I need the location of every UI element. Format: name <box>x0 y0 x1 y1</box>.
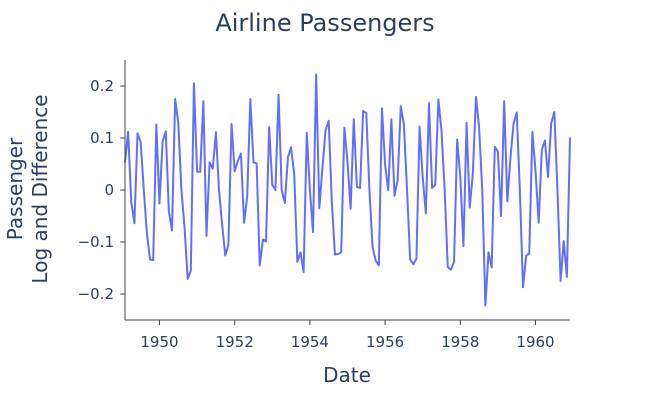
x-axis: 1950 1952 1954 1956 1958 1960 <box>125 319 570 351</box>
y-tick-label: 0 <box>104 181 114 199</box>
x-tick-label: 1960 <box>516 333 554 351</box>
x-tick-label: 1952 <box>216 333 254 351</box>
y-tick-label: −0.2 <box>78 285 114 303</box>
x-tick-label: 1956 <box>366 333 404 351</box>
y-axis-title-line-2: Log and Difference <box>28 94 52 283</box>
x-tick-label: 1954 <box>291 333 329 351</box>
x-axis-title: Date <box>323 363 371 387</box>
y-tick-label: −0.1 <box>78 233 114 251</box>
y-axis-title: Passenger Log and Difference <box>3 94 52 283</box>
series-line-0 <box>124 73 571 307</box>
y-axis-title-line-1: Passenger <box>3 137 27 240</box>
x-tick-label: 1958 <box>441 333 479 351</box>
chart-title: Airline Passengers <box>215 9 434 37</box>
y-tick-label: 0.1 <box>90 129 114 147</box>
y-tick-label: 0.2 <box>90 77 114 95</box>
plot-area <box>124 73 571 307</box>
y-axis: 0.2 0.1 0 −0.1 −0.2 <box>78 60 126 320</box>
x-tick-label: 1950 <box>140 333 178 351</box>
